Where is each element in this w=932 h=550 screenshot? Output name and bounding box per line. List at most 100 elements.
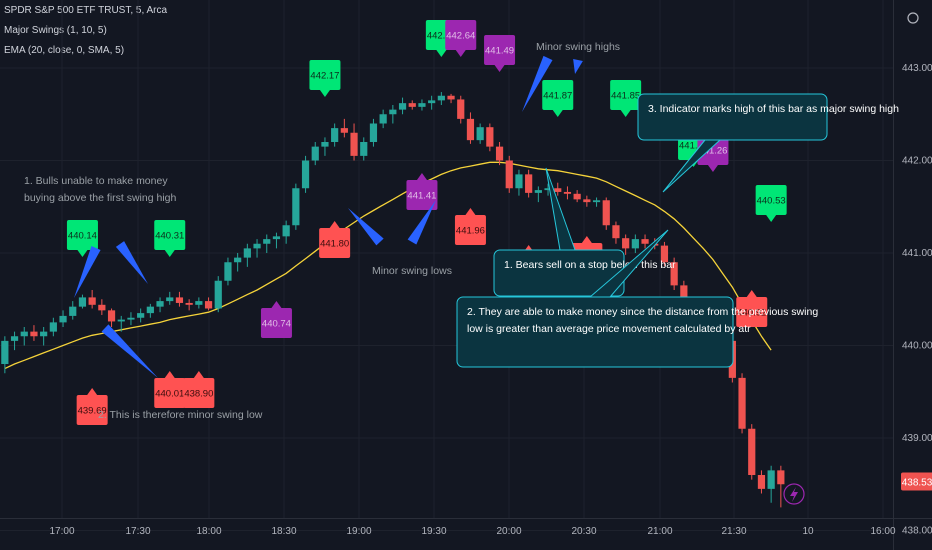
candle-body [350, 132, 358, 156]
candle-body [88, 297, 96, 305]
candle-body [40, 331, 48, 337]
x-tick-label: 17:30 [125, 526, 150, 537]
annotation-text-line: 1. Bulls unable to make money [24, 175, 168, 187]
candle-body [437, 95, 445, 101]
callout-line: low is greater than average price moveme… [467, 323, 751, 335]
y-tick-label: 442.00 [902, 156, 932, 167]
candle-body [418, 103, 426, 107]
candle [660, 241, 669, 266]
tag-value: 440.53 [757, 196, 786, 207]
candle [166, 291, 174, 305]
candle-body [263, 239, 271, 244]
candle-body [10, 336, 19, 341]
tag-value: 442.17 [310, 71, 339, 82]
candle-body [457, 99, 465, 119]
y-tick-label: 440.00 [902, 341, 932, 352]
candle-body [408, 103, 416, 107]
arrow-icon [522, 55, 553, 112]
candle-body [78, 297, 87, 307]
candle [495, 142, 504, 166]
candle [418, 99, 426, 111]
x-tick-label: 21:30 [721, 526, 746, 537]
tag-value: 441.41 [407, 191, 436, 202]
candle-body [398, 103, 407, 110]
candle [476, 123, 484, 144]
candle [282, 220, 290, 244]
y-tick-label: 443.00 [902, 63, 932, 74]
arrow-icon [74, 245, 101, 298]
candle-body [602, 200, 610, 226]
x-tick-label: 10 [802, 526, 814, 537]
candle [146, 303, 154, 318]
tag-value: 441.96 [456, 226, 485, 237]
candle [59, 310, 67, 327]
candle [40, 327, 48, 346]
candle [379, 109, 387, 129]
candle-body [282, 225, 290, 237]
candle-body [30, 331, 38, 337]
candle [670, 257, 678, 290]
candle [301, 155, 310, 193]
candle-body [515, 174, 523, 189]
swing-high-label: 440.31 [154, 220, 186, 257]
tag-value: 440.74 [262, 319, 291, 330]
candle [767, 465, 775, 503]
candle-body [1, 340, 9, 364]
candle [515, 169, 523, 196]
candle [292, 183, 300, 230]
candle-body [622, 238, 630, 249]
callout-line: 3. Indicator marks high of this bar as m… [648, 103, 899, 115]
candle-body [554, 188, 562, 192]
candle-body [166, 297, 174, 302]
settings-icon [907, 12, 919, 24]
candle [175, 291, 184, 307]
candle [234, 253, 242, 272]
candle-body [107, 310, 116, 322]
candle [272, 232, 281, 249]
candle-body [20, 331, 28, 337]
candle-body [321, 142, 329, 147]
tag-value: 441.87 [543, 91, 572, 102]
candle [253, 239, 261, 258]
indicator-major-swings[interactable]: Major Swings (1, 10, 5) [4, 25, 107, 36]
candle [408, 100, 416, 110]
candle-body [214, 280, 222, 309]
indicator-ema[interactable]: EMA (20, close, 0, SMA, 5) [4, 45, 125, 56]
arrow-icon [115, 241, 148, 284]
candle [30, 325, 38, 341]
candle [631, 234, 639, 253]
swing-low-label: 440.92 [736, 290, 768, 327]
candle [117, 315, 125, 332]
candle-body [175, 297, 184, 303]
candle-body [69, 306, 77, 316]
x-tick-label: 19:00 [346, 526, 371, 537]
swing-high-label: 440.53 [755, 185, 787, 222]
candle-body [641, 239, 649, 244]
candle-body [495, 146, 504, 161]
candle [592, 197, 601, 207]
swing-low-label: 441.96 [454, 208, 486, 245]
arrow-icon [407, 200, 436, 245]
candle [311, 142, 319, 166]
annotation-text: Minor swing highs [536, 41, 620, 53]
candle [398, 97, 407, 115]
candle-body [331, 128, 339, 142]
arrow-icon [101, 324, 158, 378]
callout-line: 1. Bears sell on a stop below this bar [504, 259, 676, 271]
candle-body [301, 160, 310, 189]
candle [447, 93, 455, 104]
candle-body [466, 118, 475, 141]
candle [369, 118, 378, 147]
candle [156, 297, 164, 313]
candle-body [680, 285, 688, 304]
annotation-text: 2. This is therefore minor swing low [98, 409, 263, 421]
candle [505, 155, 513, 193]
candle-body [253, 243, 261, 249]
last-price-badge [901, 472, 932, 491]
candle-body [224, 262, 232, 281]
candle-body [476, 127, 484, 141]
candle-body [59, 315, 67, 323]
tag-value: 440.31 [155, 231, 184, 242]
swing-low-label: 440.01 [154, 371, 186, 408]
